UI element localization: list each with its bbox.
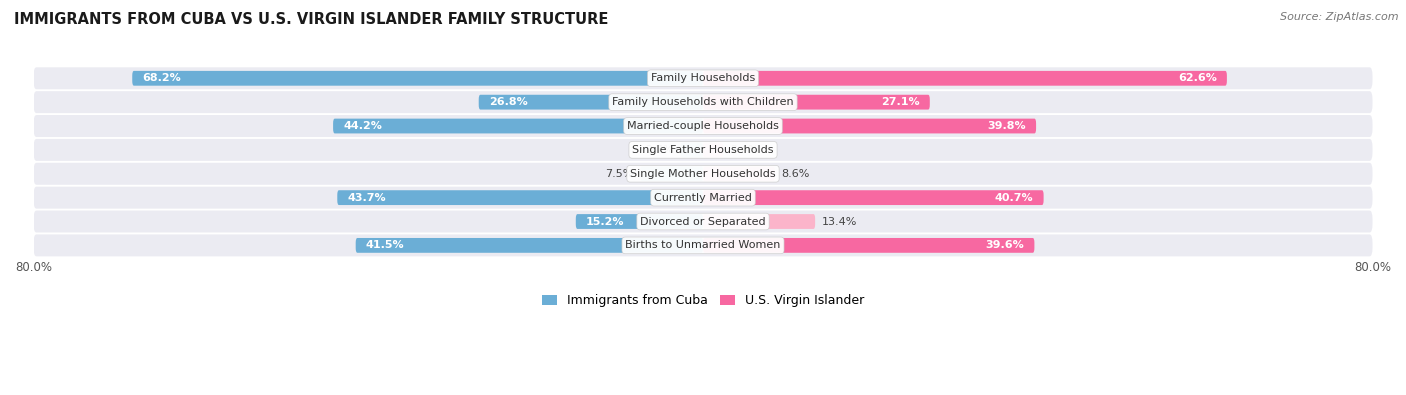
FancyBboxPatch shape [703, 166, 775, 181]
FancyBboxPatch shape [34, 187, 1372, 209]
Text: 15.2%: 15.2% [586, 216, 624, 226]
Text: Source: ZipAtlas.com: Source: ZipAtlas.com [1281, 12, 1399, 22]
FancyBboxPatch shape [356, 238, 703, 253]
FancyBboxPatch shape [703, 71, 1227, 86]
Text: 13.4%: 13.4% [823, 216, 858, 226]
FancyBboxPatch shape [576, 214, 703, 229]
Text: 68.2%: 68.2% [142, 73, 181, 83]
FancyBboxPatch shape [34, 139, 1372, 161]
Text: 41.5%: 41.5% [366, 241, 405, 250]
Text: Single Mother Households: Single Mother Households [630, 169, 776, 179]
FancyBboxPatch shape [703, 238, 1035, 253]
FancyBboxPatch shape [703, 214, 815, 229]
FancyBboxPatch shape [703, 143, 723, 157]
Text: Single Father Households: Single Father Households [633, 145, 773, 155]
Text: 27.1%: 27.1% [882, 97, 920, 107]
FancyBboxPatch shape [703, 95, 929, 109]
Text: 7.5%: 7.5% [605, 169, 634, 179]
FancyBboxPatch shape [34, 67, 1372, 89]
FancyBboxPatch shape [478, 95, 703, 109]
Text: 43.7%: 43.7% [347, 193, 387, 203]
Text: Married-couple Households: Married-couple Households [627, 121, 779, 131]
Legend: Immigrants from Cuba, U.S. Virgin Islander: Immigrants from Cuba, U.S. Virgin Island… [537, 289, 869, 312]
FancyBboxPatch shape [34, 163, 1372, 185]
Text: 62.6%: 62.6% [1178, 73, 1216, 83]
FancyBboxPatch shape [703, 118, 1036, 134]
Text: 39.6%: 39.6% [986, 241, 1025, 250]
Text: 44.2%: 44.2% [343, 121, 382, 131]
FancyBboxPatch shape [337, 190, 703, 205]
FancyBboxPatch shape [640, 166, 703, 181]
Text: 2.7%: 2.7% [645, 145, 673, 155]
Text: Births to Unmarried Women: Births to Unmarried Women [626, 241, 780, 250]
Text: 2.4%: 2.4% [730, 145, 758, 155]
Text: Family Households: Family Households [651, 73, 755, 83]
FancyBboxPatch shape [681, 143, 703, 157]
Text: 26.8%: 26.8% [489, 97, 527, 107]
Text: Divorced or Separated: Divorced or Separated [640, 216, 766, 226]
FancyBboxPatch shape [34, 115, 1372, 137]
FancyBboxPatch shape [34, 91, 1372, 113]
Text: 39.8%: 39.8% [987, 121, 1026, 131]
Text: Family Households with Children: Family Households with Children [612, 97, 794, 107]
Text: IMMIGRANTS FROM CUBA VS U.S. VIRGIN ISLANDER FAMILY STRUCTURE: IMMIGRANTS FROM CUBA VS U.S. VIRGIN ISLA… [14, 12, 609, 27]
FancyBboxPatch shape [333, 118, 703, 134]
FancyBboxPatch shape [703, 190, 1043, 205]
Text: 40.7%: 40.7% [995, 193, 1033, 203]
Text: 8.6%: 8.6% [782, 169, 810, 179]
Text: Currently Married: Currently Married [654, 193, 752, 203]
FancyBboxPatch shape [132, 71, 703, 86]
FancyBboxPatch shape [34, 234, 1372, 256]
FancyBboxPatch shape [34, 211, 1372, 233]
